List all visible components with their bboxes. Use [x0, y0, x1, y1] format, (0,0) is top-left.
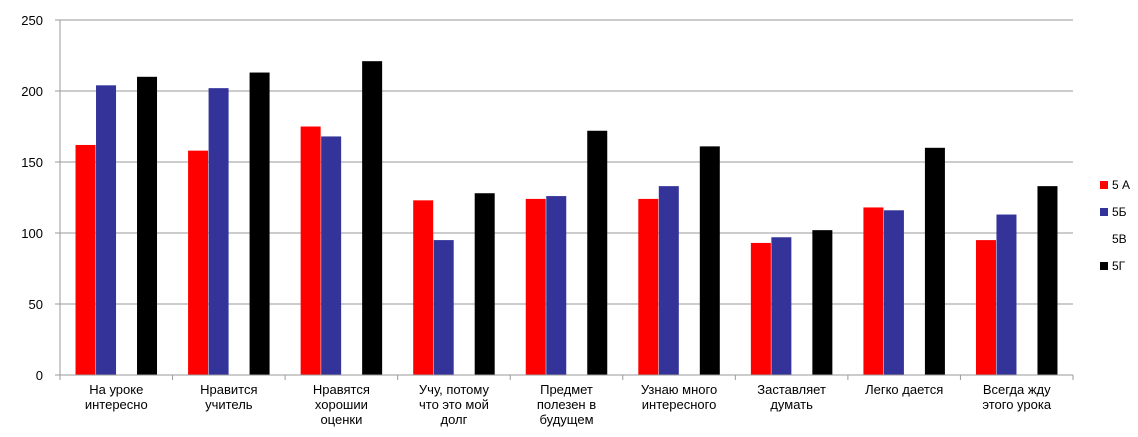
bar-4-cat-3 [362, 61, 383, 376]
x-category-label-line: этого урока [982, 397, 1051, 412]
y-axis: 0 50 100 150 200 250 [21, 13, 61, 383]
legend-label: 5Б [1112, 205, 1127, 219]
x-category-label-line: Учу, потому [419, 382, 490, 397]
bar-4-cat-1 [137, 76, 158, 376]
x-category-label-line: полезен в [537, 397, 596, 412]
x-category-label: Нравятся хорошии оценки [313, 382, 370, 427]
bar-4-cat-8 [924, 147, 945, 375]
x-category-label: Заставляет думать [757, 382, 826, 412]
x-category-label-line: Нравятся [313, 382, 370, 397]
bar-1-cat-2 [188, 150, 209, 375]
legend-swatch [1100, 208, 1108, 216]
x-category-label: Нравится учитель [200, 382, 257, 412]
bar-2-cat-5 [546, 196, 567, 375]
x-category-label: Учу, потому что это мой долг [419, 382, 490, 427]
bar-1-cat-3 [300, 126, 321, 375]
x-category-label-line: что это мой [419, 397, 489, 412]
bar-2-cat-3 [321, 136, 342, 375]
x-category-label-line: оценки [320, 412, 362, 427]
bar-1-cat-4 [413, 200, 434, 375]
bar-4-cat-7 [812, 230, 833, 375]
x-category-label-line: учитель [205, 397, 253, 412]
gridlines [60, 19, 1073, 305]
y-tick-label: 150 [21, 155, 43, 170]
bar-2-cat-2 [208, 88, 229, 375]
x-category-label: Всегда жду этого урока [982, 382, 1051, 412]
legend-swatch [1100, 262, 1108, 270]
x-category-label-line: будущем [539, 412, 593, 427]
x-category-label: Узнаю много интересного [641, 382, 717, 412]
x-category-label-line: интересно [85, 397, 148, 412]
legend: 5 А 5Б 5В 5Г [1100, 178, 1130, 273]
bar-2-cat-4 [433, 240, 454, 375]
x-category-label: Предмет полезен в будущем [537, 382, 596, 427]
x-category-label: Легко дается [865, 382, 943, 397]
bar-1-cat-6 [638, 198, 659, 375]
y-tick-label: 100 [21, 226, 43, 241]
bar-2-cat-7 [771, 237, 792, 375]
x-category-label-line: Нравится [200, 382, 257, 397]
bar-2-cat-9 [996, 214, 1017, 375]
x-category-label-line: Предмет [540, 382, 593, 397]
x-category-label-line: Легко дается [865, 382, 943, 397]
bar-4-cat-2 [249, 72, 270, 375]
x-category-label-line: долг [441, 412, 468, 427]
x-category-label: На уроке интересно [85, 382, 148, 412]
legend-label: 5В [1112, 232, 1127, 246]
y-tick-label: 250 [21, 13, 43, 28]
bar-1-cat-1 [75, 144, 96, 375]
bar-2-cat-6 [658, 186, 679, 375]
bar-1-cat-5 [525, 198, 546, 375]
legend-swatch [1100, 181, 1108, 189]
bar-2-cat-8 [883, 210, 904, 375]
y-tick-label: 0 [36, 368, 43, 383]
legend-swatch [1100, 235, 1108, 243]
bar-4-cat-4 [474, 193, 495, 375]
x-category-label-line: На уроке [89, 382, 143, 397]
bar-4-cat-5 [587, 130, 608, 375]
x-category-label-line: думать [770, 397, 813, 412]
y-tick-label: 50 [29, 297, 43, 312]
bar-4-cat-6 [699, 146, 720, 375]
x-category-label-line: интересного [642, 397, 717, 412]
x-category-label-line: Узнаю много [641, 382, 717, 397]
y-tick-label: 200 [21, 84, 43, 99]
legend-label: 5Г [1112, 259, 1126, 273]
bar-1-cat-9 [975, 240, 996, 375]
x-category-label-line: Всегда жду [983, 382, 1051, 397]
bar-4-cat-9 [1037, 186, 1058, 375]
legend-label: 5 А [1112, 178, 1130, 192]
bar-2-cat-1 [96, 85, 117, 375]
bars [75, 61, 1058, 376]
x-category-label-line: хорошии [315, 397, 368, 412]
x-axis: На уроке интересно Нравится учитель Нравятся… [59, 374, 1074, 427]
bar-1-cat-8 [863, 207, 884, 375]
bar-1-cat-7 [750, 242, 771, 375]
x-category-label-line: Заставляет [757, 382, 826, 397]
